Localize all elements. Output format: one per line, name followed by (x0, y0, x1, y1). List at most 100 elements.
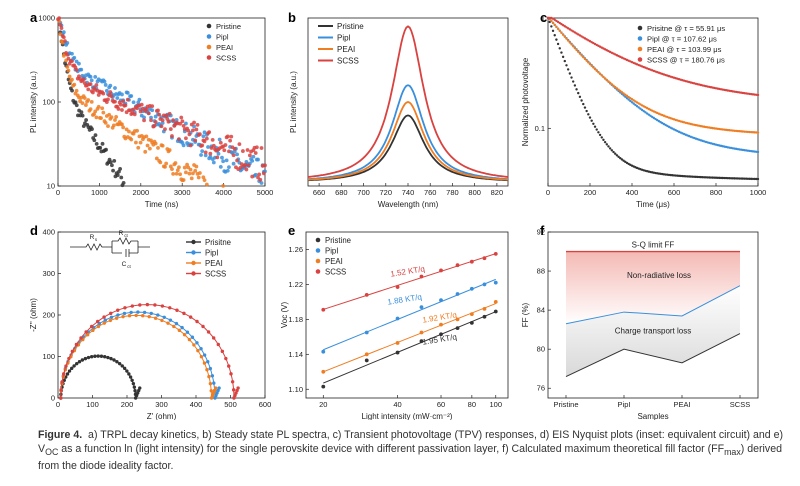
a-point-pipl (79, 67, 84, 72)
e-point-2 (321, 369, 326, 374)
a-point-scss (228, 138, 233, 143)
e-point-1 (364, 330, 369, 335)
a-point-pipl (218, 164, 223, 169)
d-y-2-ticklabel: 200 (42, 311, 55, 320)
d-point-1 (208, 366, 213, 371)
c-point-0 (608, 147, 612, 150)
b-x-5-ticklabel: 760 (424, 188, 437, 197)
c-point-2 (556, 27, 560, 31)
c-point-0 (603, 140, 607, 144)
a-y-1-ticklabel: 100 (42, 98, 55, 107)
a-y-2-ticklabel: 1000 (38, 14, 55, 23)
c-point-0 (568, 72, 572, 75)
a-legend-label-2: PEAI (216, 43, 233, 52)
panel-a-trpl: 0 1000 2000 3000 4000 5000 10 100 1000 Time (ns) P… (29, 14, 273, 210)
e-x-2-ticklabel: 60 (437, 400, 445, 409)
c-point-1 (645, 112, 649, 115)
d-point-1 (206, 359, 210, 364)
c-point-1 (625, 96, 629, 100)
a-point-pipl (137, 97, 142, 102)
e-point-3 (395, 285, 400, 289)
d-point-0 (128, 375, 133, 379)
c-x-3-ticklabel: 600 (668, 188, 681, 197)
d-point-3 (216, 342, 220, 347)
panel-label-b: b (288, 10, 296, 25)
e-point-1 (482, 282, 487, 287)
d-point-3 (227, 364, 231, 368)
a-point-pipl (184, 121, 188, 126)
a-point-peai (99, 116, 103, 121)
c-point-2 (582, 56, 585, 59)
a-point-peai (113, 118, 117, 122)
a-point-peai (167, 148, 172, 152)
c-point-0 (556, 42, 560, 46)
a-point-scss (184, 136, 188, 141)
a-point-pipl (115, 96, 120, 100)
a-point-peai (111, 123, 116, 128)
c-point-0 (714, 176, 718, 179)
c-point-1 (627, 98, 630, 101)
d-point-3 (130, 304, 135, 308)
a-point-pristine (109, 163, 114, 168)
d-point-1 (136, 310, 140, 314)
d-point-3 (138, 303, 142, 307)
d-point-2 (182, 333, 187, 337)
a-point-scss (108, 90, 113, 94)
a-point-peai (86, 98, 91, 102)
d-point-3 (145, 302, 150, 307)
a-point-peai (170, 167, 174, 171)
d-point-3 (95, 319, 100, 324)
a-point-scss (138, 109, 143, 114)
a-point-pipl (70, 51, 74, 56)
c-point-0 (716, 176, 719, 180)
a-point-peai (188, 167, 193, 172)
c-point-0 (553, 34, 556, 37)
c-point-0 (593, 125, 597, 128)
rct-sub: ct (124, 233, 128, 238)
a-point-pipl (225, 168, 230, 173)
a-point-scss (94, 83, 99, 87)
a-point-scss (59, 26, 64, 31)
a-point-scss (243, 162, 248, 167)
c-point-0 (756, 177, 760, 181)
a-point-pipl (251, 154, 256, 159)
a-point-peai (156, 146, 160, 150)
d-point-0 (89, 355, 94, 359)
a-point-scss (208, 151, 213, 156)
c-point-2 (565, 37, 568, 40)
d-point-0 (99, 354, 104, 358)
d-legend-label-1: PipI (205, 249, 218, 258)
e-point-3 (439, 268, 443, 273)
e-point-2 (395, 341, 400, 345)
caption-text: a) TRPL decay kinetics, b) Steady state … (38, 429, 784, 455)
e-fit-line-0 (323, 311, 496, 384)
d-point-0 (132, 385, 137, 389)
d-y-3-ticklabel: 300 (42, 269, 55, 278)
a-point-scss (156, 108, 160, 113)
c-point-0 (590, 119, 593, 122)
e-point-1 (455, 292, 460, 296)
a-point-peai (221, 183, 226, 188)
f-xlabel: Samples (637, 412, 668, 420)
d-point-1 (142, 310, 147, 315)
a-point-pipl (153, 114, 158, 119)
c-point-0 (719, 176, 723, 180)
f-ylabel: FF (%) (521, 302, 530, 327)
a-point-peai (184, 170, 188, 175)
a-legend-swatch-2 (206, 44, 212, 50)
c-point-0 (583, 106, 587, 109)
f-y-1-ticklabel: 80 (537, 345, 545, 354)
a-point-peai (177, 165, 181, 170)
e-y-0-ticklabel: 1.10 (288, 385, 303, 394)
c-point-3 (548, 16, 551, 20)
c-point-0 (597, 131, 600, 134)
d-point-2 (196, 348, 200, 353)
d-legend-swatch-dot-2 (191, 260, 196, 266)
c-point-2 (568, 41, 572, 44)
a-point-scss (120, 108, 124, 112)
d-point-1 (180, 325, 184, 330)
a-point-peai (101, 110, 106, 115)
a-point-scss (128, 108, 133, 113)
d-point-0 (130, 378, 134, 382)
d-point-3 (230, 380, 235, 384)
